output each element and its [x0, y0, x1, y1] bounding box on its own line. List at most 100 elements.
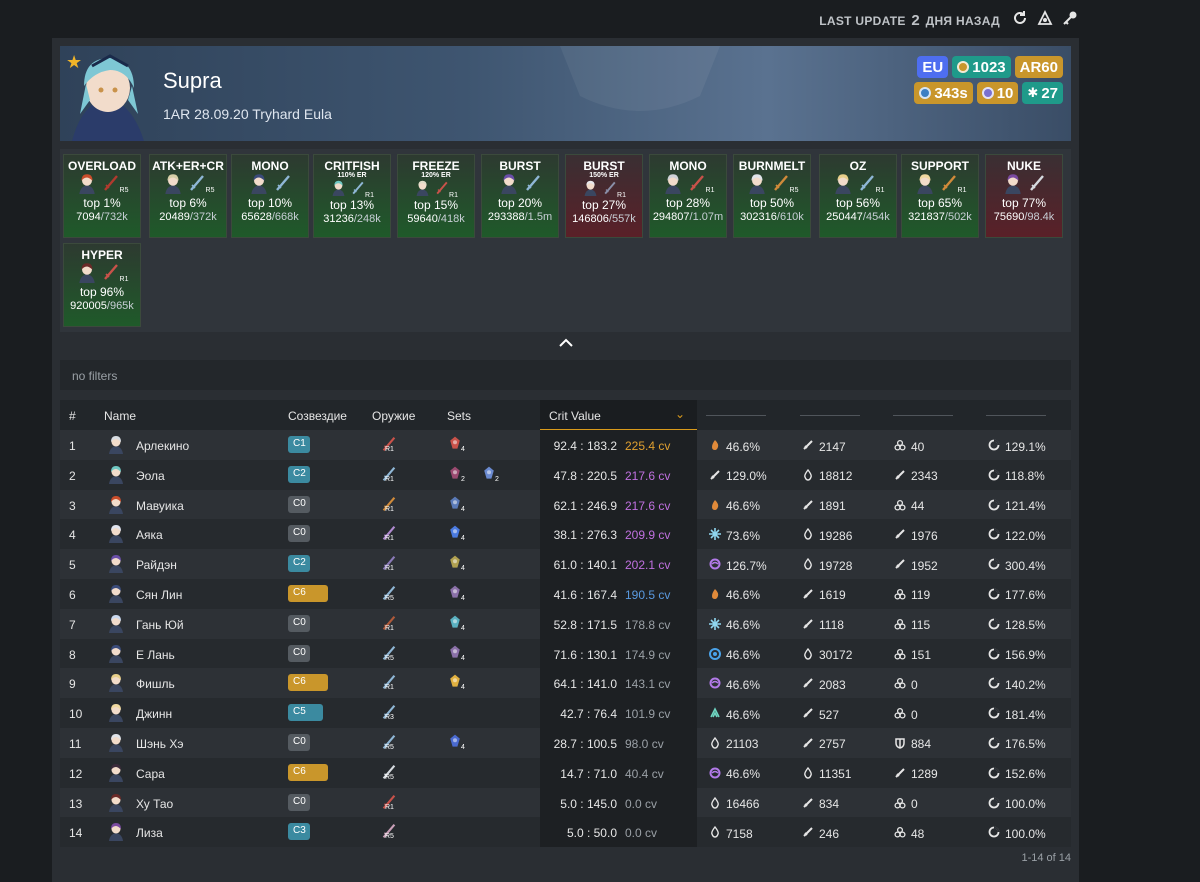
constellation-badge: C0	[288, 793, 310, 811]
table-row[interactable]: 9 Фишль C6 R1 4 64.1 : 141.0 143.1 cv 46.6% 2083…	[60, 668, 1071, 699]
ranking-card[interactable]: BURST top 20% 293388/1.5m	[481, 154, 559, 238]
stat-value: 122.0%	[1005, 528, 1046, 543]
crit-value-sort-select[interactable]: Crit Value ⌄	[540, 400, 697, 430]
crit-value: 101.9 cv	[625, 707, 671, 722]
refresh-icon[interactable]	[1012, 10, 1028, 26]
character-name: Сян Лин	[136, 587, 183, 602]
ranking-subtitle: 110% ER	[337, 172, 367, 179]
ranking-card[interactable]: MONO R1 top 28% 294807/1.07m	[649, 154, 727, 238]
ranking-title: OVERLOAD	[67, 159, 136, 173]
ranking-score: 294807/1.07m	[650, 210, 726, 224]
artifact-set-icon	[447, 495, 465, 513]
ranking-card[interactable]: BURST 150% ER R1 top 27% 146806/557k	[565, 154, 643, 238]
col-stat-2[interactable]	[800, 415, 860, 416]
def-icon	[802, 558, 814, 573]
atk-icon	[894, 648, 906, 663]
er-icon	[988, 737, 1000, 752]
stat-value: 1118	[819, 618, 844, 633]
sword-icon	[802, 499, 814, 514]
table-row[interactable]: 7 Гань Юй C0 R1 4 52.8 : 171.5 178.8 cv 46.6% 11…	[60, 608, 1071, 639]
table-row[interactable]: 12 Сара C6 R5 14.7 : 71.0 40.4 cv 46.6% 11351 12…	[60, 757, 1071, 788]
ranking-card[interactable]: CRITFISH 110% ER R1 top 13% 31236/248k	[313, 154, 391, 238]
stat-value: 177.6%	[1005, 588, 1046, 603]
col-stat-1[interactable]	[706, 415, 766, 416]
table-row[interactable]: 5 Райдэн C2 R1 4 61.0 : 140.1 202.1 cv 126.7% 19…	[60, 549, 1071, 579]
refinement-label: R1	[957, 186, 967, 194]
ranking-card[interactable]: OZ R1 top 56% 250447/454k	[819, 154, 897, 238]
ranking-card[interactable]: ATK+ER+CR R5 top 6% 20489/372k	[149, 154, 227, 238]
table-row[interactable]: 13 Ху Тао C0 R1 5.0 : 145.0 0.0 cv 16466 834 0 10…	[60, 787, 1071, 818]
atk-icon	[894, 588, 906, 603]
electro-icon	[709, 677, 721, 692]
key-icon[interactable]	[1062, 10, 1078, 26]
ranking-position: 20489	[159, 211, 190, 223]
weapon-refinement: R3	[385, 714, 394, 722]
col-sets[interactable]: Sets	[447, 409, 472, 423]
weapon-icon	[380, 822, 398, 840]
col-number[interactable]: #	[69, 409, 76, 423]
table-row[interactable]: 4 Аяка C0 R1 4 38.1 : 276.3 209.9 cv 73.6% 19286…	[60, 519, 1071, 550]
def-icon	[709, 796, 721, 812]
ranking-position: 302316	[740, 211, 777, 223]
artifact-set-count: 2	[495, 475, 499, 483]
ranking-subtitle: 120% ER	[421, 172, 451, 179]
ranking-total: /418k	[437, 213, 465, 225]
crit-ratio: 28.7 : 100.5	[553, 736, 617, 751]
crit-value: 209.9 cv	[625, 528, 671, 543]
anemo-icon	[709, 707, 721, 722]
constellation-badge: C2	[288, 555, 310, 573]
character-icon	[76, 172, 98, 199]
crit-ratio: 14.7 : 71.0	[560, 766, 617, 781]
stat-value: 1976	[911, 528, 938, 543]
er-icon	[988, 469, 1000, 484]
weapon-refinement: R5	[385, 654, 394, 662]
col-constellation[interactable]: Созвездие	[288, 409, 347, 423]
table-row[interactable]: 10 Джинн C5 R3 42.7 : 76.4 101.9 cv 46.6% 527 0 1…	[60, 698, 1071, 728]
ranking-total: /502k	[944, 211, 972, 223]
weapon-icon	[273, 173, 293, 198]
stat-value: 126.7%	[726, 558, 767, 573]
crit-ratio: 52.8 : 171.5	[553, 617, 617, 632]
table-row[interactable]: 1 Арлекино C1 R1 4 92.4 : 183.2 225.4 cv 46.6% 2…	[60, 430, 1071, 460]
ranking-card[interactable]: NUKE top 77% 75690/98.4k	[985, 154, 1063, 238]
col-name[interactable]: Name	[104, 409, 137, 423]
character-name: Арлекино	[136, 439, 190, 453]
constellation-badge: C2	[288, 465, 310, 483]
abyss-icon[interactable]	[1037, 9, 1053, 26]
atk-icon	[894, 826, 906, 841]
stat-value: 121.4%	[1005, 499, 1046, 514]
artifact-set-icon	[447, 644, 465, 662]
ranking-position: 250447	[826, 211, 863, 223]
def-icon	[802, 647, 814, 663]
weapon-icon	[380, 673, 398, 691]
col-stat-3[interactable]	[893, 415, 953, 416]
ranking-card[interactable]: FREEZE 120% ER R1 top 15% 59640/418k	[397, 154, 475, 238]
table-row[interactable]: 11 Шэнь Хэ C0 R5 4 28.7 : 100.5 98.0 cv 21103 27…	[60, 727, 1071, 758]
last-update-unit: ДНЯ НАЗАД	[925, 14, 1000, 28]
filter-input[interactable]: no filters	[60, 360, 1071, 390]
col-weapon[interactable]: Оружие	[372, 409, 416, 423]
table-row[interactable]: 2 Эола C2 R1 2 2 47.8 : 220.5 217.6 cv 129.0% 188…	[60, 459, 1071, 490]
refinement-label: R5	[205, 186, 215, 194]
ranking-card[interactable]: MONO top 10% 65628/668k	[231, 154, 309, 238]
sword-icon	[894, 558, 906, 573]
table-row[interactable]: 8 Е Лань C0 R5 4 71.6 : 130.1 174.9 cv 46.6% 301…	[60, 638, 1071, 669]
crit-value: 0.0 cv	[625, 796, 658, 811]
last-update-text: LAST UPDATE	[819, 14, 906, 28]
ranking-card[interactable]: OVERLOAD R5 top 1% 7094/732k	[63, 154, 141, 238]
ranking-card[interactable]: SUPPORT R1 top 65% 321837/502k	[901, 154, 979, 238]
ranking-card[interactable]: BURNMELT R5 top 50% 302316/610k	[733, 154, 811, 238]
col-stat-4[interactable]	[986, 415, 1046, 416]
ranking-top-percent: top 65%	[917, 196, 963, 210]
table-row[interactable]: 14 Лиза C3 R5 5.0 : 50.0 0.0 cv 7158 246 48 100.0…	[60, 817, 1071, 848]
stat-value: 176.5%	[1005, 737, 1046, 752]
ranking-card[interactable]: HYPER R1 top 96% 920005/965k	[63, 243, 141, 327]
table-row[interactable]: 6 Сян Лин C6 R5 4 41.6 : 167.4 190.5 cv 46.6% 16…	[60, 578, 1071, 609]
weapon-icon	[380, 554, 398, 572]
table-row[interactable]: 3 Мавуика C0 R1 4 62.1 : 246.9 217.6 cv 46.6% 18…	[60, 489, 1071, 520]
crit-ratio: 64.1 : 141.0	[553, 677, 617, 692]
collapse-chevron-icon[interactable]	[52, 334, 1079, 352]
stat-value: 46.6%	[726, 707, 761, 722]
sword-icon	[894, 469, 906, 484]
def-icon	[709, 826, 721, 841]
